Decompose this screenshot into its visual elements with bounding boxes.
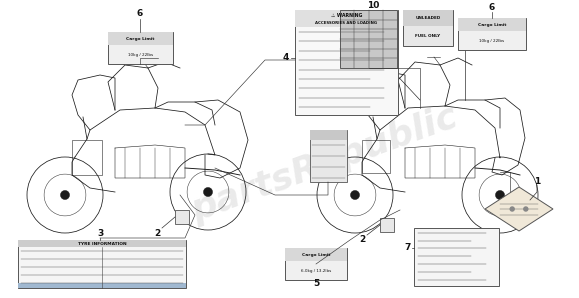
Text: 6: 6 bbox=[137, 10, 143, 18]
Text: 10: 10 bbox=[367, 1, 379, 10]
Polygon shape bbox=[485, 187, 553, 231]
Text: 2: 2 bbox=[154, 229, 160, 238]
Text: Cargo Limit: Cargo Limit bbox=[478, 23, 506, 27]
Bar bbox=[310, 130, 347, 182]
Text: 4: 4 bbox=[283, 54, 289, 63]
Bar bbox=[403, 10, 453, 26]
Bar bbox=[285, 248, 347, 261]
Circle shape bbox=[350, 190, 360, 200]
Text: TYRE INFORMATION: TYRE INFORMATION bbox=[78, 242, 126, 246]
Bar bbox=[72, 140, 102, 175]
Bar bbox=[295, 10, 398, 115]
Bar bbox=[310, 130, 347, 140]
Circle shape bbox=[203, 187, 212, 197]
Text: Cargo Limit: Cargo Limit bbox=[302, 253, 330, 257]
Text: FUEL ONLY: FUEL ONLY bbox=[416, 34, 441, 38]
Bar bbox=[108, 32, 173, 45]
Bar bbox=[18, 283, 186, 288]
Bar bbox=[362, 140, 390, 173]
Text: ACCESSORIES AND LOADING: ACCESSORIES AND LOADING bbox=[316, 21, 378, 25]
Bar bbox=[18, 240, 186, 247]
Bar bbox=[18, 240, 186, 288]
Text: ⚠ WARNING: ⚠ WARNING bbox=[331, 13, 362, 18]
Bar bbox=[175, 210, 189, 224]
Circle shape bbox=[60, 190, 69, 200]
Text: Cargo Limit: Cargo Limit bbox=[126, 37, 155, 41]
Text: 7: 7 bbox=[405, 243, 411, 252]
Text: 1: 1 bbox=[534, 176, 540, 185]
Text: 2: 2 bbox=[359, 235, 365, 244]
Bar bbox=[458, 18, 526, 32]
Text: 3: 3 bbox=[97, 229, 103, 238]
Text: 5: 5 bbox=[313, 280, 319, 288]
Circle shape bbox=[523, 206, 529, 212]
Bar bbox=[458, 18, 526, 50]
Bar bbox=[295, 10, 398, 27]
Text: partsRepublic: partsRepublic bbox=[186, 100, 462, 228]
Bar bbox=[108, 32, 173, 64]
Text: 6: 6 bbox=[489, 4, 495, 13]
Bar bbox=[285, 248, 347, 280]
Bar bbox=[403, 10, 453, 46]
Bar bbox=[340, 10, 397, 68]
Text: 10kg / 22lbs: 10kg / 22lbs bbox=[479, 39, 504, 43]
Circle shape bbox=[510, 206, 515, 212]
Text: 6.0kg / 13.2lbs: 6.0kg / 13.2lbs bbox=[301, 269, 331, 273]
Text: 10kg / 22lbs: 10kg / 22lbs bbox=[128, 53, 153, 57]
Text: UNLEADED: UNLEADED bbox=[415, 16, 441, 20]
Circle shape bbox=[496, 190, 504, 200]
Bar bbox=[380, 218, 394, 232]
Bar bbox=[414, 228, 499, 286]
